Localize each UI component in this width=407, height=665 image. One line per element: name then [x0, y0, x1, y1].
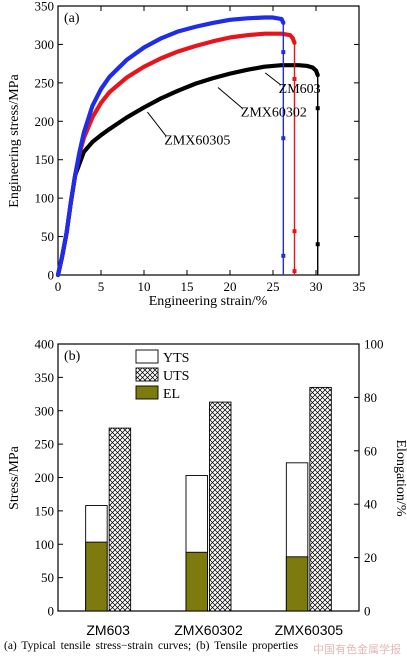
- y-tick-label-a: 250: [35, 75, 55, 90]
- y-tick-label-a: 100: [35, 191, 55, 206]
- property-bars: [85, 386, 332, 612]
- bar-el-zm603: [85, 541, 108, 612]
- category-label-zm603: ZM603: [86, 622, 130, 638]
- y2-tick-label-b: 0: [364, 604, 371, 619]
- y-axis-label-b: Stress/MPa: [7, 445, 22, 510]
- fracture-marker-zmx60305: [281, 253, 286, 258]
- bar-el-zmx60305: [285, 556, 309, 612]
- legend: YTS UTS EL: [135, 349, 189, 402]
- category-label-zmx60305: ZMX60305: [275, 622, 344, 638]
- x-tick-label-a: 10: [138, 279, 151, 294]
- legend-swatch-yts: [135, 349, 159, 364]
- y2-tick-label-b: 20: [364, 550, 377, 565]
- y2-tick-label-b: 60: [364, 443, 377, 458]
- category-label-zmx60302: ZMX60302: [174, 622, 243, 638]
- x-axis-ticks-a: 0 5 10 15 20 25 30 35: [55, 6, 366, 294]
- legend-swatch-uts: [135, 367, 159, 382]
- annotation-label-zm603: ZM603: [279, 82, 321, 97]
- fracture-marker-zm603: [315, 242, 320, 247]
- fracture-marker-zm603: [315, 106, 320, 111]
- y-tick-label-a: 0: [48, 268, 55, 283]
- y-axis-label-a: Engineering stress/MPa: [7, 74, 22, 208]
- y-tick-label-b: 50: [41, 570, 54, 585]
- legend-label-el: EL: [163, 387, 180, 402]
- x-tick-label-a: 30: [310, 279, 323, 294]
- bar-uts-zm603: [108, 427, 132, 612]
- bar-uts-zmx60302: [209, 401, 232, 612]
- figure-caption: (a) Typical tensile stress−strain curves…: [4, 640, 299, 652]
- legend-label-yts: YTS: [163, 351, 189, 366]
- x-tick-label-a: 5: [98, 279, 105, 294]
- x-tick-label-a: 25: [267, 279, 280, 294]
- stress-strain-curves: [55, 15, 320, 278]
- y-tick-label-b: 100: [35, 537, 55, 552]
- y-tick-label-a: 50: [41, 229, 54, 244]
- fracture-marker-zmx60305: [281, 136, 286, 141]
- series-line-zmx60305: [55, 15, 286, 278]
- watermark: 中国有色金属学报: [313, 643, 401, 656]
- y-tick-label-b: 300: [35, 403, 55, 418]
- fracture-marker-zmx60305: [281, 50, 286, 55]
- y-tick-label-b: 400: [35, 337, 55, 352]
- panel-a-stress-strain-chart: (a) 0 5 10 15 20 25 30 35 0 50 100 150 200 250 300 350…: [7, 0, 366, 309]
- y2-axis-label-b: Elongation/%: [393, 440, 407, 517]
- y2-axis-ticks-b: 0 20 40 60 80 100: [354, 337, 384, 619]
- y2-tick-label-b: 100: [364, 337, 384, 352]
- fracture-marker-zmx60302: [292, 77, 297, 82]
- panel-b-label: (b): [64, 349, 81, 364]
- series-line-zmx60302: [55, 31, 297, 278]
- y-tick-label-a: 300: [35, 37, 55, 52]
- x-tick-label-a: 20: [224, 279, 237, 294]
- annotation-label-zmx60305: ZMX60305: [164, 133, 230, 148]
- panel-b-tensile-properties-chart: (b) 0 50 100 150 200 250 300 350 400 0 20 40 60 80 10…: [7, 337, 407, 639]
- curve-annotations: ZM603 ZMX60302 ZMX60305: [147, 72, 321, 148]
- x-tick-label-a: 15: [181, 279, 194, 294]
- y2-tick-label-b: 80: [364, 390, 377, 405]
- bar-uts-zmx60305: [309, 386, 332, 612]
- x-tick-label-a: 35: [353, 279, 366, 294]
- y-tick-label-b: 150: [35, 503, 55, 518]
- category-labels: ZM603 ZMX60302 ZMX60305: [86, 622, 343, 638]
- y-tick-label-a: 350: [35, 0, 55, 14]
- fracture-marker-zmx60302: [292, 269, 297, 274]
- annotation-leader-zm603: [264, 72, 281, 86]
- annotation-leader-zmx60302: [217, 87, 244, 110]
- y-tick-label-b: 200: [35, 470, 55, 485]
- y-tick-label-a: 150: [35, 152, 55, 167]
- x-tick-label-a: 0: [55, 279, 62, 294]
- legend-label-uts: UTS: [163, 369, 189, 384]
- fracture-marker-zmx60302: [292, 229, 297, 234]
- y-axis-ticks-a: 0 50 100 150 200 250 300 350: [35, 0, 359, 283]
- bar-el-zmx60302: [185, 551, 208, 612]
- annotation-leader-zmx60305: [147, 111, 167, 137]
- y-axis-ticks-b: 0 50 100 150 200 250 300 350 400: [35, 337, 63, 619]
- legend-swatch-el: [135, 385, 159, 400]
- y-tick-label-b: 250: [35, 437, 55, 452]
- plot-frame-a: [57, 5, 360, 276]
- x-axis-label-a: Engineering strain/%: [149, 294, 268, 309]
- y-tick-label-a: 200: [35, 114, 55, 129]
- y-tick-label-b: 0: [48, 604, 55, 619]
- y-tick-label-b: 350: [35, 370, 55, 385]
- annotation-label-zmx60302: ZMX60302: [241, 106, 307, 121]
- y2-tick-label-b: 40: [364, 497, 377, 512]
- panel-a-label: (a): [64, 11, 80, 26]
